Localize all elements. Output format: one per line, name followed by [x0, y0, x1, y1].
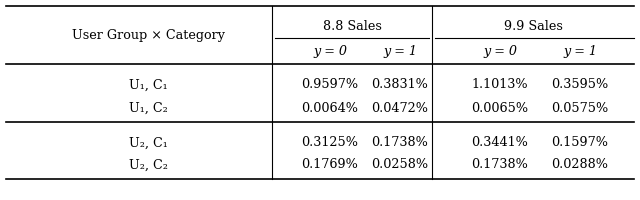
- Text: 0.0065%: 0.0065%: [472, 102, 529, 114]
- Text: 0.0575%: 0.0575%: [552, 102, 609, 114]
- Text: 0.3831%: 0.3831%: [372, 78, 428, 92]
- Text: 1.1013%: 1.1013%: [472, 78, 528, 92]
- Text: y = 1: y = 1: [563, 46, 597, 58]
- Text: 0.0288%: 0.0288%: [552, 158, 609, 171]
- Text: y = 0: y = 0: [483, 46, 517, 58]
- Text: U₂, C₁: U₂, C₁: [129, 136, 168, 150]
- Text: 0.0064%: 0.0064%: [301, 102, 358, 114]
- Text: 0.1738%: 0.1738%: [372, 136, 428, 150]
- Text: y = 0: y = 0: [313, 46, 347, 58]
- Text: 0.9597%: 0.9597%: [301, 78, 358, 92]
- Text: 0.1738%: 0.1738%: [472, 158, 529, 171]
- Text: 0.1769%: 0.1769%: [301, 158, 358, 171]
- Text: 9.9 Sales: 9.9 Sales: [504, 20, 563, 32]
- Text: U₁, C₁: U₁, C₁: [129, 78, 167, 92]
- Text: 0.0472%: 0.0472%: [371, 102, 429, 114]
- Text: U₂, C₂: U₂, C₂: [129, 158, 168, 171]
- Text: User Group × Category: User Group × Category: [72, 28, 225, 42]
- Text: U₁, C₂: U₁, C₂: [129, 102, 168, 114]
- Text: 8.8 Sales: 8.8 Sales: [323, 20, 381, 32]
- Text: 0.0258%: 0.0258%: [371, 158, 429, 171]
- Text: 0.3125%: 0.3125%: [301, 136, 358, 150]
- Text: 0.3595%: 0.3595%: [552, 78, 609, 92]
- Text: 0.3441%: 0.3441%: [472, 136, 529, 150]
- Text: y = 1: y = 1: [383, 46, 417, 58]
- Text: 0.1597%: 0.1597%: [552, 136, 609, 150]
